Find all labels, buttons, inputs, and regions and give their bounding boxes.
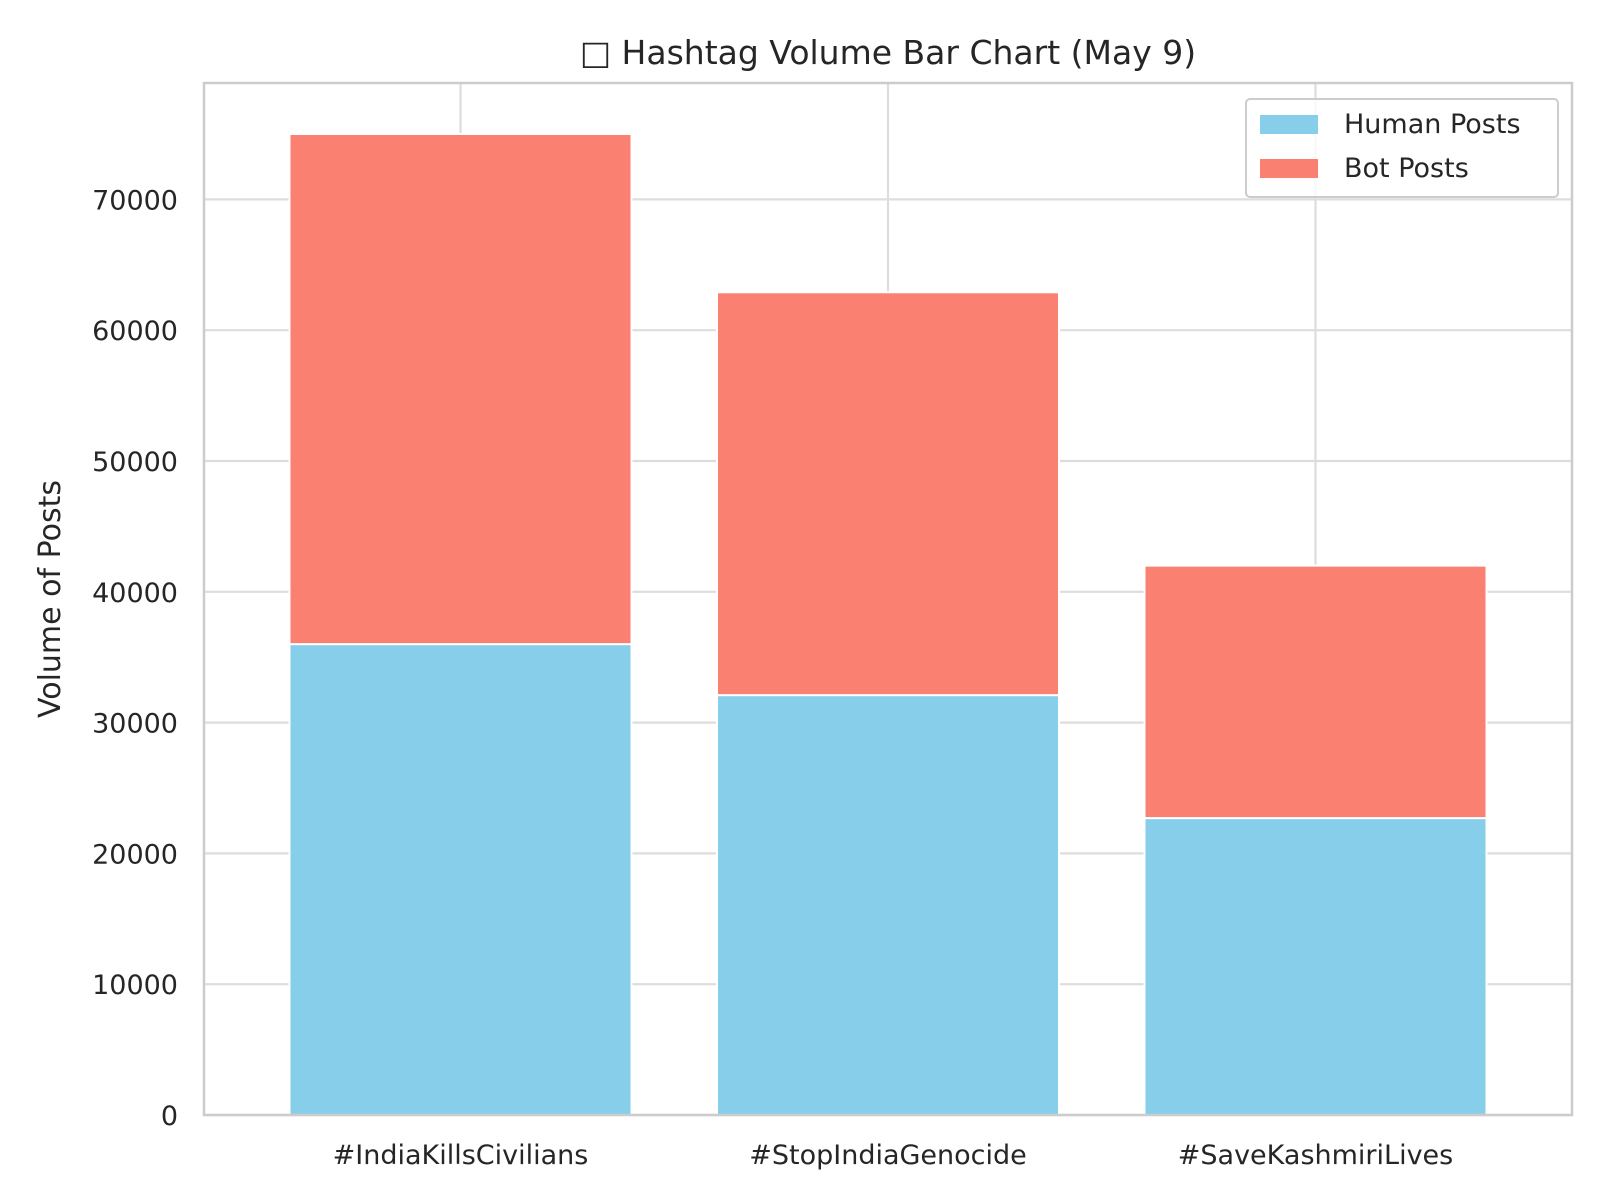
bar-human-posts — [716, 694, 1060, 1117]
legend: Human Posts Bot Posts — [1245, 98, 1559, 198]
x-tick-label: #SaveKashmiriLives — [1178, 1140, 1453, 1171]
y-tick-label: 50000 — [92, 447, 178, 478]
bar-human-posts — [288, 643, 633, 1116]
legend-swatch — [1260, 159, 1318, 178]
x-tick-label: #StopIndiaGenocide — [749, 1140, 1027, 1171]
plot-frame — [202, 81, 1574, 1117]
y-tick-label: 20000 — [92, 839, 178, 870]
legend-label: Human Posts — [1344, 109, 1521, 140]
y-axis-title: Volume of Posts — [33, 480, 68, 718]
y-tick-label: 40000 — [92, 578, 178, 609]
y-tick-label: 70000 — [92, 185, 178, 216]
bars-layer — [288, 133, 1488, 1117]
bar-bot-posts — [716, 291, 1060, 697]
chart-title: □ Hashtag Volume Bar Chart (May 9) — [580, 33, 1196, 72]
bar-bot-posts — [1143, 564, 1488, 820]
y-tick-labels: 0 10000 20000 30000 40000 50000 60000 70000 — [92, 185, 178, 1132]
bar-bot-posts — [288, 133, 633, 646]
legend-box — [1245, 98, 1559, 198]
legend-label: Bot Posts — [1344, 153, 1469, 184]
y-tick-label: 30000 — [92, 709, 178, 740]
legend-swatch — [1260, 115, 1318, 134]
x-tick-label: #IndiaKillsCivilians — [333, 1140, 589, 1171]
y-tick-label: 10000 — [92, 970, 178, 1001]
y-tick-label: 0 — [161, 1101, 178, 1132]
bar-human-posts — [1143, 817, 1488, 1116]
x-tick-labels: #IndiaKillsCivilians #StopIndiaGenocide #S… — [333, 1140, 1454, 1171]
y-tick-label: 60000 — [92, 316, 178, 347]
